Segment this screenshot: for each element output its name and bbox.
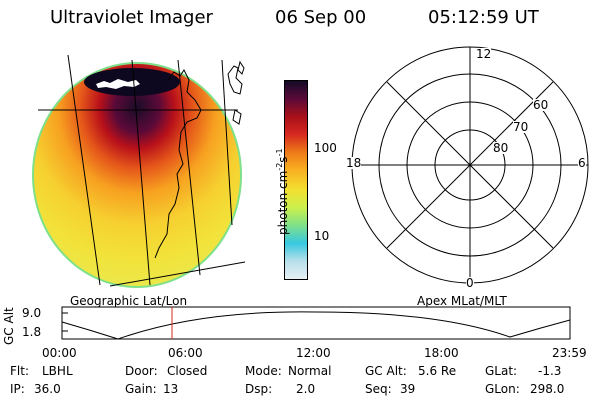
mlt-label-0: 0 (466, 276, 474, 290)
time-tick-1200: 12:00 (296, 346, 331, 360)
glon-label: GLon: (485, 382, 520, 396)
mlt-label-6: 6 (578, 156, 586, 170)
altitude-curve (61, 311, 571, 340)
gc-alt-label: GC Alt: (365, 364, 407, 378)
colorbar-tick-10: 10 (314, 229, 330, 243)
colorbar-tick-100: 100 (314, 141, 337, 155)
time-label: 05:12:59 UT (428, 7, 539, 28)
mlat-label-80: 80 (493, 141, 509, 155)
mlt-label-12: 12 (476, 47, 492, 61)
door-value: Closed (167, 364, 208, 378)
mlt-label-18: 18 (346, 156, 362, 170)
flt-label: Flt: (10, 364, 29, 378)
mlat-label-60: 60 (533, 98, 549, 112)
instrument-title: Ultraviolet Imager (50, 7, 213, 28)
ip-label: IP: (10, 382, 25, 396)
altitude-ytick-1-8: 1.8 (22, 325, 42, 339)
mode-label: Mode: (245, 364, 282, 378)
apex-caption: Apex MLat/MLT (417, 294, 507, 308)
gain-value: 13 (163, 382, 179, 396)
time-tick-0600: 06:00 (168, 346, 203, 360)
seq-value: 39 (400, 382, 416, 396)
geographic-caption: Geographic Lat/Lon (70, 294, 188, 308)
geographic-grid (38, 54, 246, 287)
gc-alt-value: 5.6 Re (418, 364, 457, 378)
ip-value: 36.0 (34, 382, 61, 396)
glon-value: 298.0 (530, 382, 565, 396)
dsp-label: Dsp: (245, 382, 273, 396)
mode-value: Normal (288, 364, 332, 378)
aurora-bright-spot (96, 79, 140, 89)
earth-disc (32, 62, 242, 288)
glat-value: -1.3 (538, 364, 562, 378)
colorbar (284, 80, 308, 280)
seq-label: Seq: (365, 382, 392, 396)
gain-label: Gain: (125, 382, 157, 396)
flt-value: LBHL (42, 364, 73, 378)
glat-label: GLat: (485, 364, 518, 378)
time-tick-2359: 23:59 (552, 346, 587, 360)
time-tick-1800: 18:00 (424, 346, 459, 360)
mlat-label-70: 70 (513, 120, 529, 134)
dsp-value: 2.0 (296, 382, 316, 396)
time-tick-0000: 00:00 (42, 346, 77, 360)
coastlines (154, 60, 245, 259)
altitude-ytick-9: 9.0 (22, 306, 42, 320)
date-label: 06 Sep 00 (275, 7, 367, 28)
door-label: Door: (125, 364, 158, 378)
